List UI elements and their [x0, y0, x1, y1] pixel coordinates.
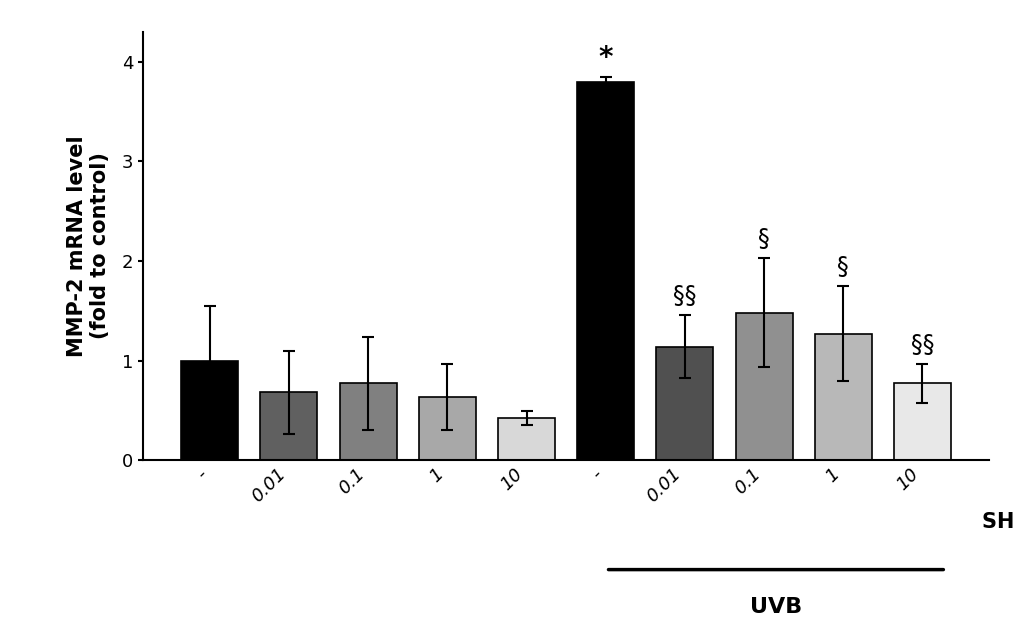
Bar [419, 397, 476, 460]
Text: *: * [598, 44, 612, 72]
Text: UVB: UVB [749, 597, 801, 617]
Bar [814, 334, 871, 460]
Bar [735, 312, 792, 460]
Bar [497, 419, 554, 460]
Bar [893, 383, 950, 460]
Text: §§: §§ [910, 332, 933, 357]
Text: SH [μg/ml]: SH [μg/ml] [981, 512, 1019, 532]
Y-axis label: MMP-2 mRNA level
(fold to control): MMP-2 mRNA level (fold to control) [67, 135, 110, 357]
Bar [577, 82, 634, 460]
Bar [655, 346, 712, 460]
Bar [260, 392, 317, 460]
Text: §§: §§ [673, 284, 696, 308]
Bar [339, 383, 396, 460]
Bar [181, 360, 238, 460]
Text: §: § [837, 255, 848, 279]
Text: §: § [757, 227, 769, 251]
